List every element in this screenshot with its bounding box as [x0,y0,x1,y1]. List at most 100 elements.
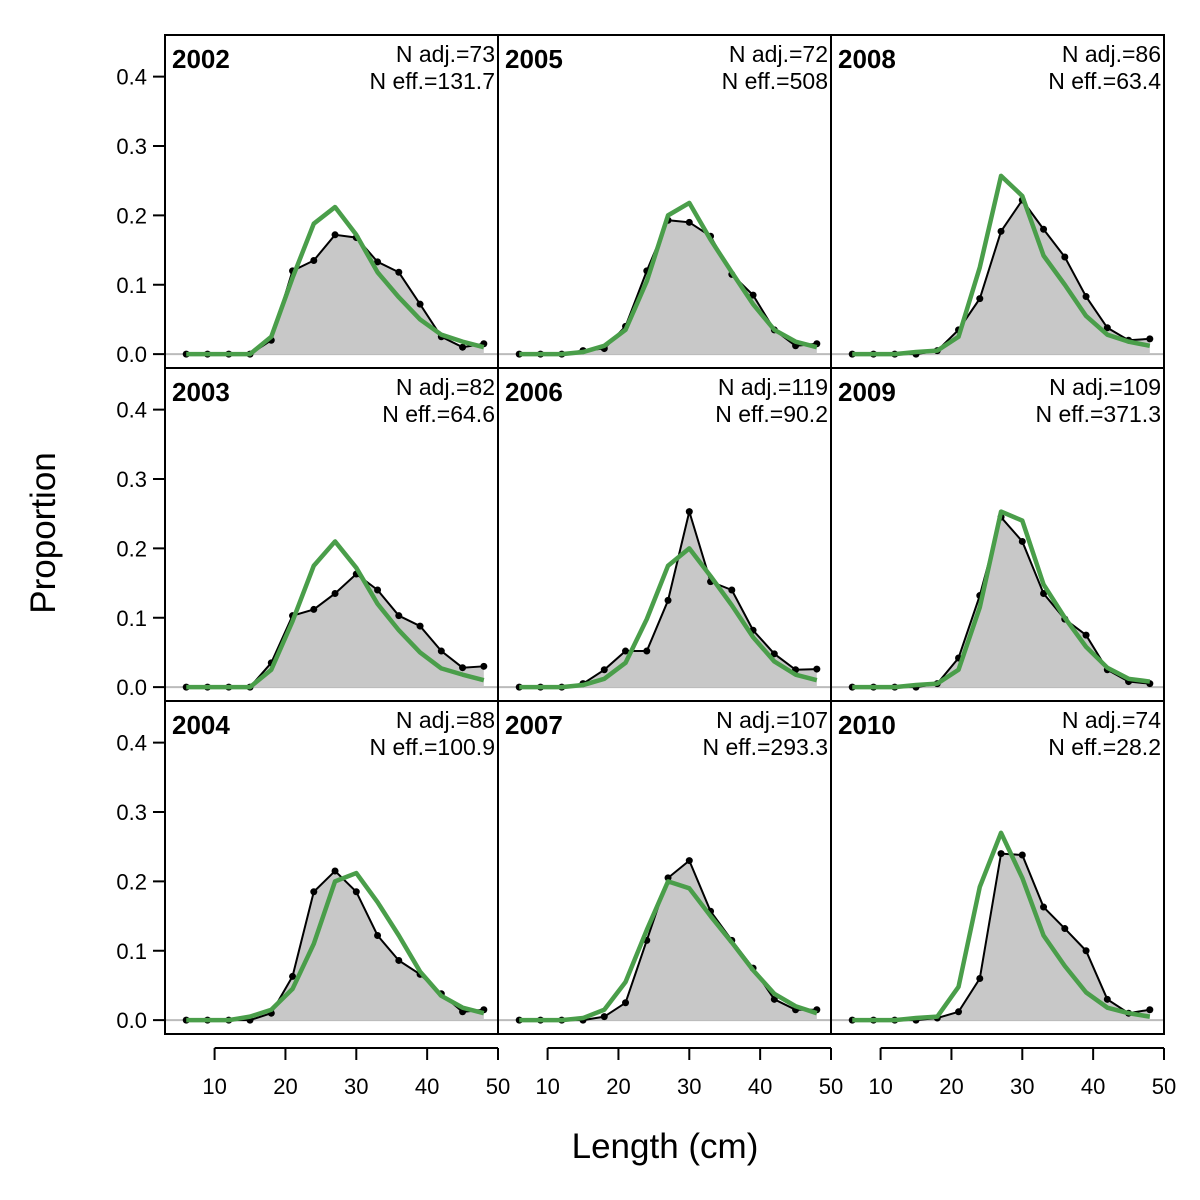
y-tick-label: 0.2 [116,203,147,228]
y-tick-label: 0.3 [116,467,147,492]
n-adj-label: N adj.=72 [729,41,828,67]
observed-point [1018,851,1026,859]
observed-point [997,227,1005,235]
x-tick-label: 40 [1081,1074,1105,1099]
n-adj-label: N adj.=109 [1049,374,1161,400]
x-tick-label: 20 [606,1074,630,1099]
observed-point [1082,947,1090,955]
panel-2010: 2010 N adj.=74N eff.=28.2 10 20 30 40 50 [830,700,1176,1099]
n-adj-label: N adj.=86 [1062,41,1161,67]
panel-year-label: 2003 [172,377,230,407]
expected-line-2005 [519,200,818,357]
observed-point [480,662,488,670]
x-tick-label: 20 [939,1074,963,1099]
y-tick-label: 0.0 [116,675,147,700]
x-tick-label: 10 [868,1074,892,1099]
observed-point [1061,253,1069,261]
expected-line-2006 [519,546,818,690]
n-adj-label: N adj.=107 [716,707,828,733]
y-tick-label: 0.0 [116,1008,147,1033]
observed-point [352,888,360,896]
n-eff-label: N eff.=293.3 [702,734,828,760]
y-tick-label: 0.4 [116,65,147,90]
x-tick-label: 30 [1010,1074,1034,1099]
x-tick-label: 30 [677,1074,701,1099]
observed-point [1040,225,1048,233]
observed-point [416,622,424,630]
observed-area-2009 [852,517,1150,688]
observed-point [1103,324,1111,332]
n-eff-label: N eff.=90.2 [715,401,828,427]
observed-area-2006 [519,511,817,688]
observed-point [664,596,672,604]
expected-line-2008 [852,173,1151,357]
observed-point [955,1008,963,1016]
n-adj-label: N adj.=119 [718,374,828,400]
observed-point [374,931,382,939]
plot-area: 2002 N adj.=73N eff.=131.7 0.0 0.1 0.2 0.3 0.4… [116,34,1176,1099]
x-tick-label: 40 [748,1074,772,1099]
panel-year-label: 2006 [505,377,563,407]
observed-point [395,612,403,620]
n-eff-label: N eff.=64.6 [382,401,495,427]
expected-line-2003 [186,539,485,690]
observed-point [685,218,693,226]
observed-point [600,1013,608,1021]
n-eff-label: N eff.=63.4 [1048,68,1161,94]
observed-point [643,647,651,655]
observed-point [622,999,630,1007]
panel-year-label: 2010 [838,710,896,740]
observed-point [437,647,445,655]
x-tick-label: 10 [535,1074,559,1099]
x-tick-label: 30 [344,1074,368,1099]
panel-year-label: 2004 [172,710,230,740]
x-tick-label: 50 [1152,1074,1176,1099]
panel-2008: 2008 N adj.=86N eff.=63.4 [830,34,1165,369]
observed-point [1040,903,1048,911]
panel-2002: 2002 N adj.=73N eff.=131.7 0.0 0.1 0.2 0.3 0.4 [116,34,499,369]
x-tick-label: 10 [202,1074,226,1099]
n-eff-label: N eff.=508 [722,68,828,94]
panel-year-label: 2008 [838,44,896,74]
observed-point [813,665,821,673]
observed-point [310,888,318,896]
observed-point [1082,293,1090,301]
observed-area-2003 [186,574,484,688]
observed-point [749,291,757,299]
y-tick-label: 0.0 [116,342,147,367]
observed-point [770,995,778,1003]
expected-line-2002 [186,204,485,357]
n-adj-label: N adj.=88 [396,707,495,733]
observed-point [374,258,382,266]
observed-point [685,508,693,516]
panel-year-label: 2002 [172,44,230,74]
observed-point [997,850,1005,858]
y-tick-label: 0.1 [116,939,147,964]
y-tick-label: 0.4 [116,731,147,756]
observed-point [976,295,984,303]
panel-2005: 2005 N adj.=72N eff.=508 [497,34,832,369]
observed-point [1146,1006,1154,1014]
expected-line-2009 [852,509,1151,690]
observed-area-2004 [186,870,484,1021]
observed-point [459,343,467,351]
observed-point [1103,995,1111,1003]
observed-area-2002 [186,234,484,355]
observed-point [1082,631,1090,639]
observed-point [331,231,339,239]
observed-point [976,975,984,982]
observed-point [600,666,608,674]
observed-point [395,956,403,964]
y-tick-label: 0.3 [116,134,147,159]
observed-point [310,256,318,264]
panel-2004: 2004 N adj.=88N eff.=100.9 0.0 0.1 0.2 0.3 0.4… [116,700,510,1099]
observed-point [331,867,339,875]
observed-point [622,647,630,655]
n-adj-label: N adj.=73 [396,41,495,67]
n-eff-label: N eff.=371.3 [1035,401,1161,427]
observed-point [1040,589,1048,597]
observed-point [310,605,318,613]
